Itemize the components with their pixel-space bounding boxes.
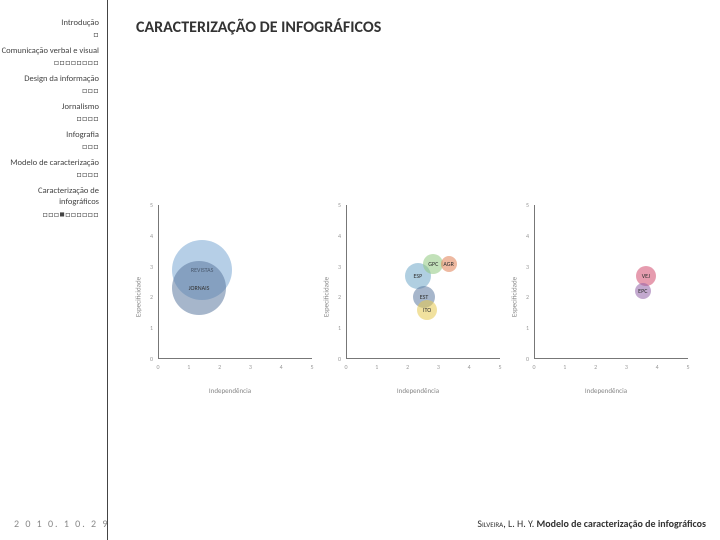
sidebar-item: Jornalismo <box>0 102 99 113</box>
x-tick: 3 <box>249 363 252 371</box>
chart-plot: VEJ EPC <box>534 205 688 359</box>
chart-bubble-label: ITO <box>423 306 431 314</box>
chart-bubble-label: EPC <box>638 287 647 295</box>
sidebar-item: Modelo de caracterização <box>0 158 99 169</box>
x-tick: 2 <box>594 363 597 371</box>
y-tick: 1 <box>338 324 341 332</box>
x-tick: 3 <box>437 363 440 371</box>
x-tick: 4 <box>468 363 471 371</box>
x-tick: 5 <box>310 363 313 371</box>
chart-bubble-label: JORNAIS <box>189 284 210 292</box>
y-tick: 3 <box>338 263 341 271</box>
y-tick: 2 <box>338 293 341 301</box>
credit-author: Silveira <box>477 517 503 530</box>
chart-panel: EspecificidadeIndependênciaVEJEPC0123450… <box>516 197 696 397</box>
x-tick: 4 <box>280 363 283 371</box>
x-tick: 1 <box>563 363 566 371</box>
y-tick: 3 <box>526 263 529 271</box>
y-axis-label: Especificidade <box>134 277 143 317</box>
sidebar-progress: □□□■□□□□□□ <box>0 210 99 221</box>
y-tick: 0 <box>526 355 529 363</box>
x-axis-label: Independência <box>585 386 627 395</box>
sidebar-item: Introdução <box>0 18 99 29</box>
x-tick: 1 <box>187 363 190 371</box>
y-tick: 4 <box>338 232 341 240</box>
charts-row: Especificidade Independência REVISTASJORNA… <box>136 197 706 397</box>
x-axis-label: Independência <box>397 386 439 395</box>
x-tick: 5 <box>686 363 689 371</box>
credit-title: Modelo de caracterização de infográficos <box>537 517 706 530</box>
footer: 2 0 1 0. 1 0. 2 9 Silveira, L. H. Y. Mod… <box>0 517 720 530</box>
footer-credit: Silveira, L. H. Y. Modelo de caracteriza… <box>477 517 706 530</box>
x-tick: 0 <box>344 363 347 371</box>
x-tick: 3 <box>625 363 628 371</box>
y-tick: 0 <box>338 355 341 363</box>
sidebar-item: Comunicação verbal e visual <box>0 46 99 57</box>
slide: Introdução□Comunicação verbal e visual□□… <box>0 0 720 540</box>
sidebar-item: Infografia <box>0 130 99 141</box>
chart-bubble-label: ESP <box>413 272 422 280</box>
footer-date: 2 0 1 0. 1 0. 2 9 <box>14 517 109 530</box>
sidebar-progress: □□□□ <box>0 114 99 125</box>
y-tick: 1 <box>526 324 529 332</box>
sidebar-progress: □□□ <box>0 142 99 153</box>
x-tick: 5 <box>498 363 501 371</box>
chart-panel: EspecificidadeIndependênciaESPGPCAGRESTI… <box>328 197 508 397</box>
y-tick: 5 <box>150 201 153 209</box>
y-tick: 5 <box>338 201 341 209</box>
y-tick: 5 <box>526 201 529 209</box>
y-tick: 2 <box>526 293 529 301</box>
y-tick: 4 <box>526 232 529 240</box>
page-title: CARACTERIZAÇÃO DE INFOGRÁFICOS <box>136 18 706 37</box>
x-tick: 0 <box>156 363 159 371</box>
y-axis-label: Especificidade <box>322 277 331 317</box>
y-axis-label: Especificidade <box>510 277 519 317</box>
chart-bubble-label: VEJ <box>642 272 650 280</box>
x-tick: 1 <box>375 363 378 371</box>
credit-rest: , L. H. Y. <box>503 517 534 530</box>
y-tick: 4 <box>150 232 153 240</box>
sidebar-progress: □□□□ <box>0 170 99 181</box>
sidebar-progress: □□□□□□□□ <box>0 58 99 69</box>
x-tick: 2 <box>406 363 409 371</box>
main: CARACTERIZAÇÃO DE INFOGRÁFICOS Especific… <box>108 0 720 540</box>
sidebar-progress: □ <box>0 30 99 41</box>
x-tick: 2 <box>218 363 221 371</box>
x-axis-label: Independência <box>209 386 251 395</box>
chart-bubble-label: AGR <box>443 260 453 268</box>
y-tick: 0 <box>150 355 153 363</box>
sidebar: Introdução□Comunicação verbal e visual□□… <box>0 0 108 540</box>
y-tick: 1 <box>150 324 153 332</box>
sidebar-progress: □□□ <box>0 86 99 97</box>
x-tick: 0 <box>532 363 535 371</box>
sidebar-item: Caracterização de infográficos <box>0 186 99 209</box>
chart-plot: REVISTASJORNAIS <box>158 205 312 359</box>
chart-panel: EspecificidadeIndependênciaREVISTASJORNA… <box>140 197 320 397</box>
x-tick: 4 <box>656 363 659 371</box>
chart-plot: ESPGPCAGRESTITO <box>346 205 500 359</box>
y-tick: 2 <box>150 293 153 301</box>
chart-bubble-label: GPC <box>428 260 438 268</box>
sidebar-item: Design da informação <box>0 74 99 85</box>
y-tick: 3 <box>150 263 153 271</box>
